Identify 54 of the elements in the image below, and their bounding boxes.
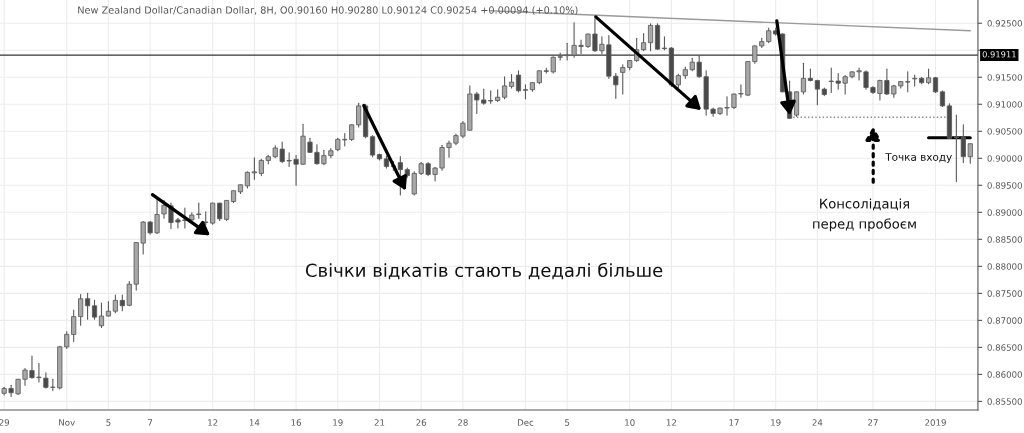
candlestick [793, 91, 800, 117]
text: New Zealand Dollar/Canadian Dollar, 8H, O0.90160 H0.90280 L0.90124 C0.90254 +0.00094 (+0.10%) [78, 6, 578, 15]
candlestick [224, 199, 230, 221]
candlestick [502, 76, 508, 100]
x-tick-label: 19 [771, 419, 781, 426]
y-tick-label: 0.85500 [987, 398, 1022, 405]
candlestick [515, 70, 522, 93]
candlestick [356, 102, 362, 128]
candlestick [251, 157, 257, 180]
candlestick [800, 62, 807, 95]
x-tick-label: 17 [729, 419, 739, 426]
x-tick-label: Dec [517, 419, 534, 426]
x-tick-label: 7 [148, 419, 153, 426]
x-tick-label: 27 [868, 419, 878, 426]
x-tick-label: 21 [374, 419, 385, 426]
annotation: Свічки відкатів стають дедалі більше [305, 262, 663, 280]
x-tick-label: 16 [291, 419, 302, 426]
candlestick [98, 302, 105, 328]
y-tick-label: 0.88500 [987, 236, 1022, 243]
x-tick-label: 12 [666, 419, 677, 426]
y-tick-label: 0.92500 [987, 20, 1022, 27]
x-tick-label: 5 [565, 419, 570, 426]
y-tick-label: 0.90500 [987, 128, 1022, 135]
x-tick-label: 10 [625, 419, 635, 426]
candlestick [647, 23, 654, 52]
y-tick-label: 0.87500 [987, 290, 1022, 297]
ref-line-label: 0.91911 [982, 51, 1016, 58]
candlestick [91, 299, 98, 320]
x-tick-label: 29 [0, 419, 10, 426]
y-tick-label: 0.89500 [987, 182, 1022, 189]
x-tick-label: 2019 [925, 419, 946, 426]
x-tick-label: 26 [416, 419, 427, 426]
x-tick-label: 24 [812, 419, 823, 426]
candlestick [654, 23, 661, 50]
x-tick-label: 5 [106, 419, 111, 426]
y-tick-label: 0.88000 [987, 263, 1022, 270]
x-tick-label: 14 [249, 419, 260, 426]
x-tick-label: 12 [208, 419, 218, 426]
y-tick-label: 0.86500 [987, 344, 1022, 351]
x-tick-label: 19 [333, 419, 343, 426]
candlestick [85, 292, 91, 320]
y-tick-label: 0.90000 [987, 155, 1022, 162]
annotation: Точка входу [885, 153, 952, 163]
candlestick [814, 79, 820, 106]
x-tick-label: 28 [458, 419, 468, 426]
y-tick-label: 0.91000 [987, 101, 1022, 108]
candlestick [369, 135, 376, 158]
y-tick-label: 0.91500 [987, 74, 1022, 81]
annotation: Консолідація перед пробоєм [813, 198, 916, 232]
x-tick-label: Nov [59, 419, 75, 426]
y-tick-label: 0.87000 [987, 317, 1022, 324]
y-tick-label: 0.89000 [987, 209, 1022, 216]
y-tick-label: 0.86000 [987, 371, 1022, 378]
candlestick [78, 293, 84, 326]
